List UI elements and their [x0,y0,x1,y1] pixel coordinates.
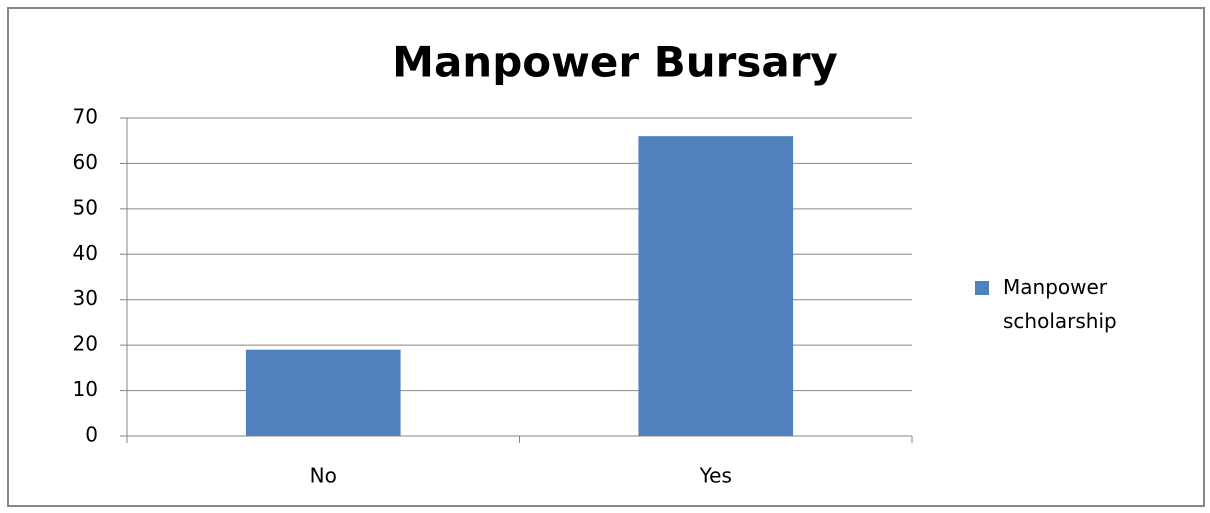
y-tick-label: 70 [73,105,98,129]
y-tick-label: 20 [73,332,98,356]
bar [245,349,401,436]
legend-swatch [975,281,989,295]
y-tick-label: 30 [73,286,98,310]
y-tick-label: 50 [73,195,98,219]
y-tick-label: 40 [73,241,98,265]
chart-frame [7,7,1205,507]
chart-title: Manpower Bursary [392,38,838,87]
bar [638,136,794,436]
x-tick-label: No [310,464,337,488]
y-tick-label: 60 [73,150,98,174]
y-tick-label: 0 [85,423,98,447]
y-tick-label: 10 [73,377,98,401]
x-tick-label: Yes [699,464,732,488]
legend-label: Manpower scholarship [1003,275,1117,333]
